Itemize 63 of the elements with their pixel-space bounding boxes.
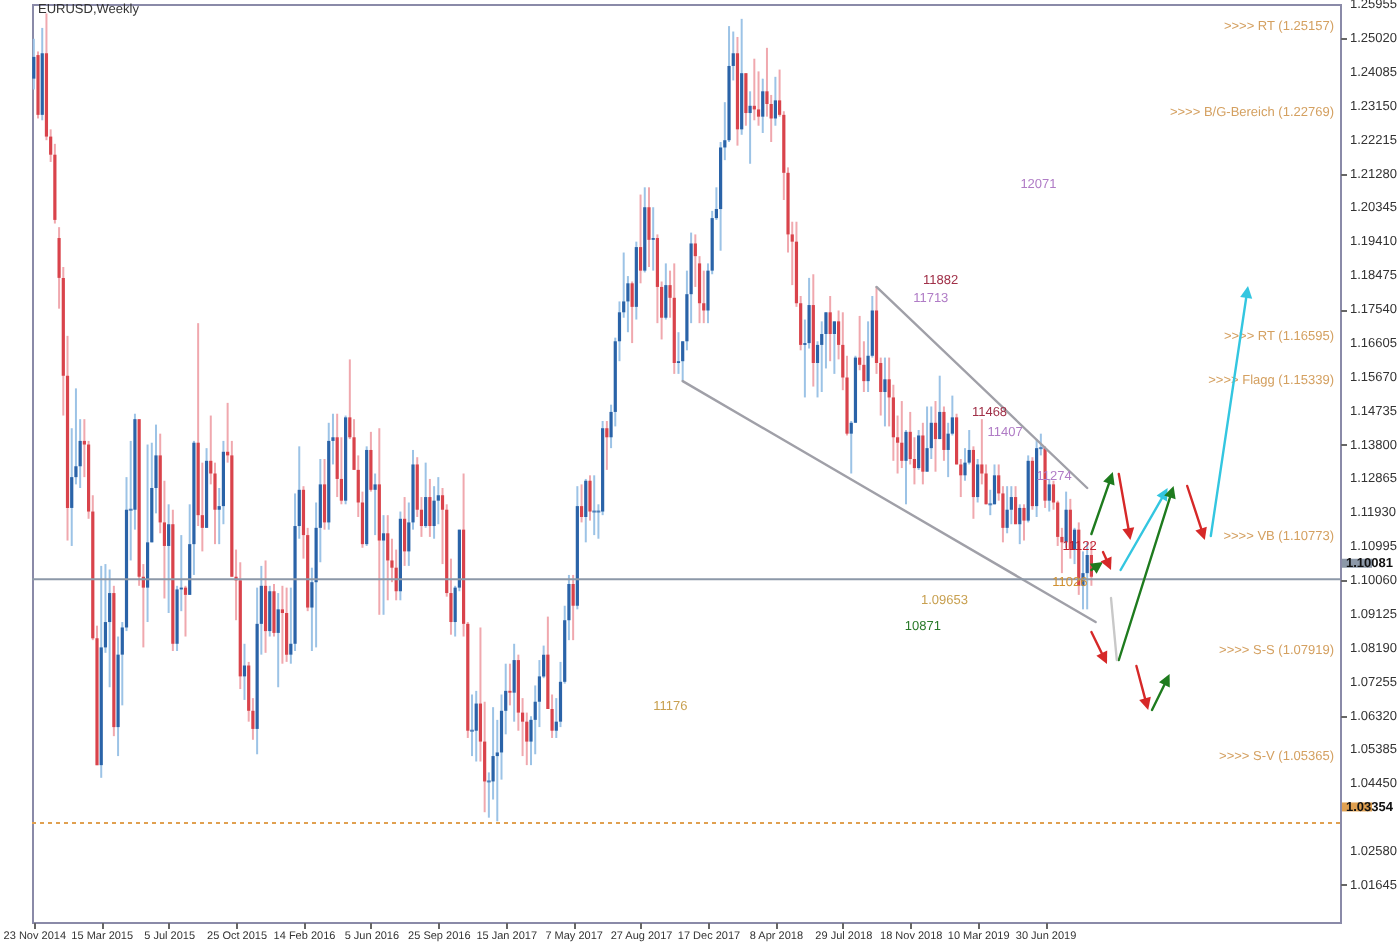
candlestick [386,514,390,602]
candlestick [584,477,588,544]
candlestick [381,514,386,616]
candlestick [470,693,475,758]
candlestick [474,689,478,763]
candlestick [145,443,150,624]
candlestick [403,496,407,567]
candlestick [322,458,327,531]
candlestick [1030,456,1035,511]
candlestick [921,421,925,486]
candlestick [638,193,643,285]
candlestick [820,320,824,393]
candlestick [1047,477,1051,513]
candlestick [647,186,651,269]
candlestick [1005,485,1009,535]
candlestick [1009,485,1013,526]
candlestick [630,280,634,345]
candlestick [744,72,748,127]
candlestick [432,485,436,540]
candlestick [272,583,276,638]
candlestick [571,573,575,642]
candlestick [592,474,597,537]
candlestick [424,461,428,529]
candlestick [1018,503,1022,546]
candlestick [1022,503,1026,542]
candlestick [512,642,516,723]
candlestick [904,429,908,506]
candlestick [268,584,272,638]
candlestick [933,400,938,473]
candlestick [971,445,976,520]
candlestick [773,75,777,127]
candlestick [828,294,832,363]
candlestick [917,429,921,471]
candlestick [369,430,373,493]
candlestick [651,206,655,272]
candlestick [748,90,752,165]
candlestick [285,586,289,663]
candlestick [900,400,904,470]
candlestick [938,374,942,441]
candlestick [108,568,112,689]
candlestick [832,320,836,375]
candlestick [588,474,592,522]
candlestick [676,331,681,375]
candlestick [1013,485,1018,526]
candlestick [664,262,668,321]
candlestick [183,584,188,638]
candlestick [883,356,887,428]
candlestick [280,584,284,665]
candlestick [167,503,171,614]
candlestick [373,472,377,537]
candlestick [605,419,609,471]
candlestick [1085,541,1089,611]
candlestick [761,77,765,134]
candlestick [925,405,929,473]
candlestick [263,559,268,654]
candlestick [32,37,36,91]
candlestick [428,477,432,538]
candlestick [508,662,512,707]
candlestick [976,458,980,504]
candlestick [335,412,339,499]
candlestick [276,592,280,689]
candlestick [579,483,584,524]
candlestick [942,405,946,462]
